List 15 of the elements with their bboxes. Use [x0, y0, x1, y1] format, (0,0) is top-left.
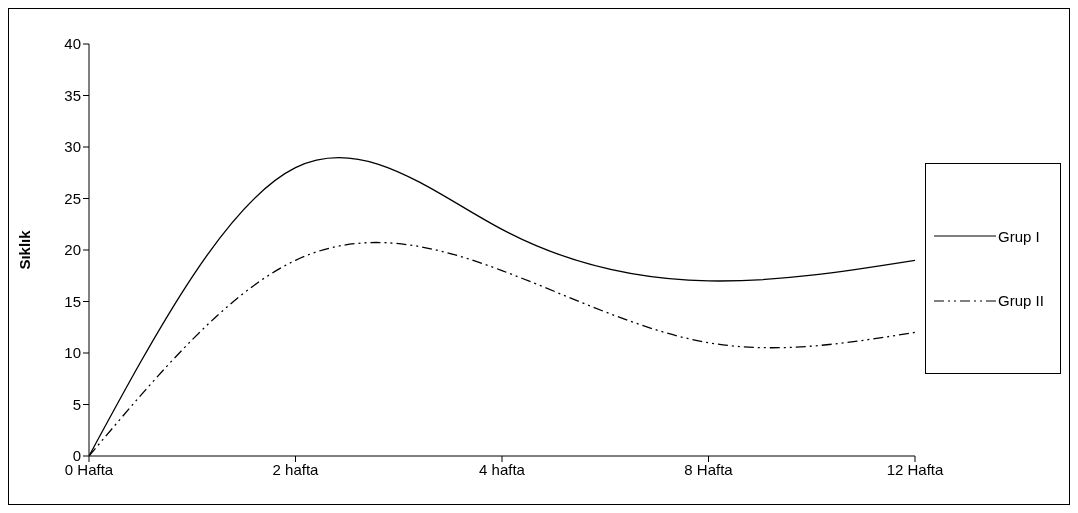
y-axis-title: Sıklık [16, 229, 34, 270]
y-tick-label: 25 [64, 189, 81, 207]
legend-label: Grup II [998, 292, 1044, 310]
x-tick-label: 8 Hafta [684, 460, 734, 478]
x-tick-label: 12 Hafta [886, 460, 944, 478]
y-tick-label: 40 [64, 35, 81, 53]
x-tick-label: 2 hafta [272, 460, 320, 478]
y-tick-label: 30 [64, 138, 81, 156]
y-tick-label: 10 [64, 344, 81, 362]
y-tick-label: 20 [64, 241, 81, 259]
x-tick-label: 4 hafta [479, 460, 526, 478]
y-tick-label: 5 [72, 395, 81, 413]
y-tick-label: 35 [64, 86, 81, 104]
legend-label: Grup I [998, 227, 1040, 245]
y-tick-label: 15 [64, 292, 81, 310]
